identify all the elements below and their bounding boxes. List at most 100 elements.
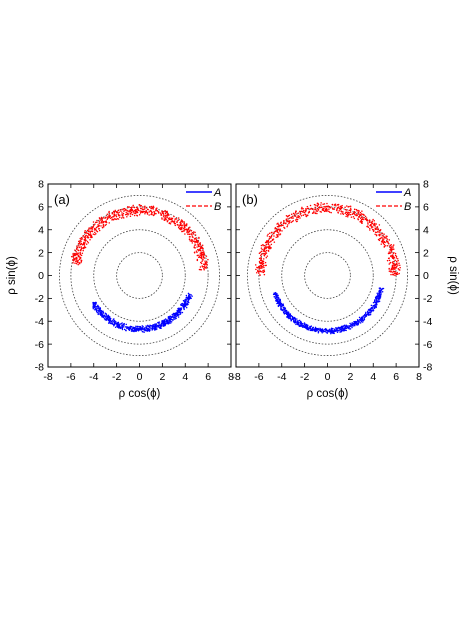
panel-a-point-A [126,327,128,330]
panel-b-legend: A B [376,187,411,213]
panel-a-point-B [168,218,171,221]
panel-a-point-B [162,210,165,213]
panel-a-point-A [97,304,99,307]
panel-b-point-B [279,233,282,235]
panel-a-point-B [105,216,107,218]
panel-a-point-B [176,221,178,224]
panel-a-point-A [128,329,131,331]
panel-a-point-B [197,254,199,256]
panel-a-x-axis-title: ρ cos(ϕ) [119,388,161,400]
panel-b-point-B [338,209,340,212]
panel-b-point-B [374,225,376,227]
panel-b-point-B [261,271,263,273]
panel-a-point-B [84,231,86,234]
panel-b-reference-circle-3 [247,195,408,356]
panel-b-legend-label-B: B [404,201,411,213]
panel-b-point-A [288,313,290,315]
panel-a-point-A [150,327,152,330]
panel-a-point-B [123,210,125,212]
panel-b-point-B [378,224,381,226]
panel-b-point-B [390,273,392,276]
panel-a-point-B [190,233,192,235]
panel-b-point-A [325,328,328,330]
panel-b-point-A [375,301,378,303]
panel-b-point-B [325,205,327,208]
panel-b-point-B [272,238,275,240]
panel-b-point-B [398,272,400,275]
panel-b-point-B [380,243,382,245]
panel-b-ytick-label: 6 [423,202,429,214]
panel-b-point-B [380,233,382,235]
panel-a-point-B [143,211,145,213]
panel-b-point-A [344,329,346,331]
panel-b-point-B [390,246,393,248]
panel-b-point-B [358,213,360,215]
panel-a-point-B [80,259,82,262]
panel-a-point-B [150,210,153,213]
panel-a-point-A [154,325,156,328]
panel-b-point-A [373,306,375,308]
panel-b-point-A [285,313,288,315]
panel-a-point-A [125,323,127,326]
panel-b-point-B [281,230,283,232]
panel-b-point-A [330,332,332,335]
panel-a-point-B [103,217,105,219]
panel-b-point-B [277,233,279,236]
panel-a-point-B [90,227,92,229]
panel-a-point-A [149,326,151,328]
panel-b-point-A [367,312,369,314]
panel-a-point-B [127,209,129,212]
panel-b-point-B [381,235,383,237]
panel-a-point-B [101,226,104,229]
panel-a-point-B [145,210,147,212]
panel-a-point-B [194,234,197,236]
panel-a-point-A [171,319,174,321]
panel-a-point-A [168,322,171,324]
panel-b-point-B [377,230,379,233]
panel-b-point-B [267,250,270,252]
panel-b-point-A [323,328,326,331]
panel-b-point-B [314,212,317,214]
panel-a-point-B [98,225,100,227]
panel-b-point-A [296,318,298,320]
panel-a-point-A [151,327,154,329]
panel-b-point-B [385,237,388,239]
panel-a-point-B [100,221,103,223]
panel-a-point-B [180,220,182,222]
panel-b-point-A [363,314,366,317]
panel-b-point-B [338,207,341,210]
panel-a-point-A [158,322,160,325]
panel-b-point-B [374,224,376,226]
panel-b-point-A [356,319,359,321]
panel-a-point-A [102,312,104,314]
panel-a-point-B [164,209,166,212]
panel-b-point-B [331,207,334,209]
panel-b-point-B [270,243,273,246]
panel-a-point-B [76,260,79,262]
panel-b-xtick-label: 4 [370,371,376,383]
panel-b-point-B [390,251,392,253]
panel-b-point-A [273,296,276,298]
panel-a-point-A [158,321,161,323]
panel-b-point-B [369,229,371,231]
panel-a-point-A [152,323,154,326]
panel-a-point-A [143,331,145,333]
panel-b-point-A [378,295,380,297]
panel-a-point-A [178,310,181,312]
panel-b-point-B [388,263,390,265]
panel-a-point-B [163,217,165,219]
panel-a-ytick-label: -8 [35,362,44,374]
panel-b-point-B [300,208,303,210]
panel-a-point-A [151,329,153,331]
panel-b-point-A [372,301,375,304]
panel-a-point-B [108,211,110,214]
panel-b-point-A [327,329,329,332]
panel-a-point-A [180,303,182,306]
panel-b-point-A [317,330,320,333]
panel-b-point-A [321,332,323,334]
panel-a-y-axis-title: ρ sin(ϕ) [6,256,18,295]
panel-a-point-B [84,242,86,244]
panel-a-point-B [193,246,196,249]
panel-a-point-A [168,320,171,322]
panel-a-point-B [134,209,137,211]
